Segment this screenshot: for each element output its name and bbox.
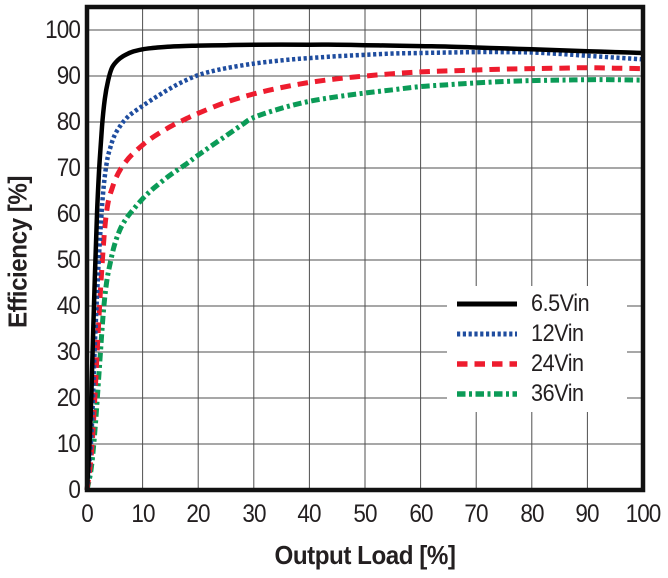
- legend-line-sample-6-5vin: [457, 301, 517, 307]
- y-tick-label: 80: [56, 108, 81, 136]
- y-tick-label: 20: [56, 384, 81, 412]
- y-tick-label: 50: [56, 246, 81, 274]
- legend-row-36vin: 36Vin: [455, 379, 627, 409]
- x-tick-label: 80: [520, 500, 544, 528]
- legend-line-sample-24vin: [457, 361, 517, 367]
- x-tick-label: 100: [625, 500, 662, 528]
- x-tick-label: 40: [297, 500, 322, 528]
- y-tick-label: 40: [56, 292, 81, 320]
- x-tick-label: 30: [242, 500, 266, 528]
- x-tick-label: 90: [575, 500, 600, 528]
- legend: 6.5Vin 12Vin 24Vin 36Vin: [447, 286, 627, 412]
- legend-line-sample-36vin: [457, 391, 517, 397]
- legend-label: 36Vin: [531, 380, 584, 407]
- x-tick-label: 10: [130, 500, 155, 528]
- plot-frame: [84, 4, 646, 493]
- curve-6-5vin: [84, 42, 644, 491]
- x-tick-label: 0: [81, 500, 94, 528]
- legend-label: 24Vin: [531, 350, 584, 377]
- y-tick-label: 100: [45, 16, 81, 44]
- legend-row-12vin: 12Vin: [455, 319, 627, 349]
- legend-row-24vin: 24Vin: [455, 349, 627, 379]
- x-tick-label: 60: [408, 500, 433, 528]
- y-axis-title: Efficiency [%]: [2, 175, 33, 329]
- y-tick-label: 60: [56, 200, 81, 228]
- legend-label: 12Vin: [531, 320, 584, 347]
- legend-line-sample-12vin: [457, 331, 517, 337]
- x-tick-label: 50: [353, 500, 377, 528]
- x-tick-label: 20: [186, 500, 211, 528]
- y-tick-label: 10: [56, 430, 81, 458]
- legend-label: 6.5Vin: [531, 290, 590, 317]
- y-tick-label: 30: [56, 338, 81, 366]
- curve-36vin: [84, 77, 644, 491]
- legend-row-6-5vin: 6.5Vin: [455, 289, 627, 319]
- curve-24vin: [84, 65, 644, 491]
- x-tick-label: 70: [464, 500, 489, 528]
- y-tick-label: 70: [56, 154, 81, 182]
- y-tick-label: 90: [56, 62, 81, 90]
- x-axis-title: Output Load [%]: [274, 540, 456, 570]
- y-tick-label: 0: [68, 476, 81, 504]
